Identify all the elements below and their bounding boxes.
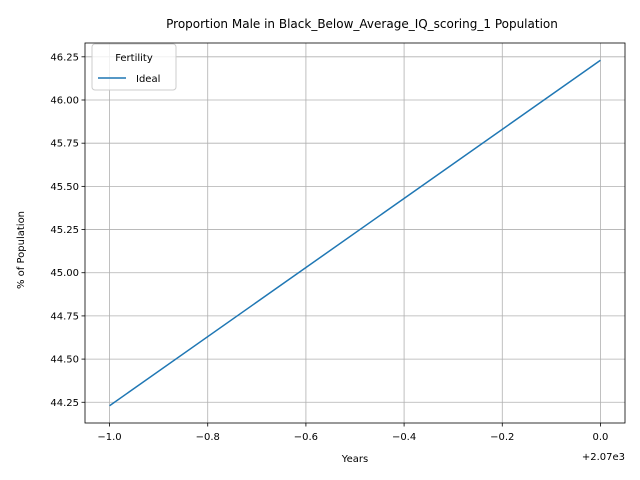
y-tick-label: 45.00 (50, 268, 79, 279)
y-tick-label: 45.25 (50, 225, 79, 236)
x-tick-label: −0.8 (196, 432, 220, 443)
x-ticks: −1.0 −0.8 −0.6 −0.4 −0.2 0.0 (97, 423, 608, 443)
y-tick-label: 46.25 (50, 52, 79, 63)
legend-label-ideal: Ideal (136, 74, 160, 85)
chart-title: Proportion Male in Black_Below_Average_I… (166, 17, 558, 31)
y-ticks: 44.25 44.50 44.75 45.00 45.25 45.50 45.75 46.00… (50, 52, 85, 409)
y-tick-label: 44.25 (50, 398, 79, 409)
legend-title: Fertility (115, 53, 153, 64)
x-axis-offset-label: +2.07e3 (582, 452, 625, 463)
y-tick-label: 44.50 (50, 355, 79, 366)
x-tick-label: 0.0 (593, 432, 609, 443)
grid-lines (85, 43, 625, 423)
y-tick-label: 45.50 (50, 182, 79, 193)
series-line-ideal (109, 59, 601, 407)
y-tick-label: 46.00 (50, 96, 79, 107)
x-tick-label: −0.6 (294, 432, 318, 443)
y-axis-label: % of Population (16, 211, 27, 289)
series-layer (109, 59, 601, 407)
x-tick-label: −0.4 (392, 432, 416, 443)
x-tick-label: −1.0 (97, 432, 121, 443)
legend-frame (91, 43, 177, 91)
y-tick-label: 44.75 (50, 311, 79, 322)
plot-frame (84, 42, 626, 424)
x-tick-label: −0.2 (490, 432, 514, 443)
x-axis-label: Years (341, 454, 368, 465)
y-tick-label: 45.75 (50, 139, 79, 150)
legend: Fertility Ideal (91, 43, 177, 91)
